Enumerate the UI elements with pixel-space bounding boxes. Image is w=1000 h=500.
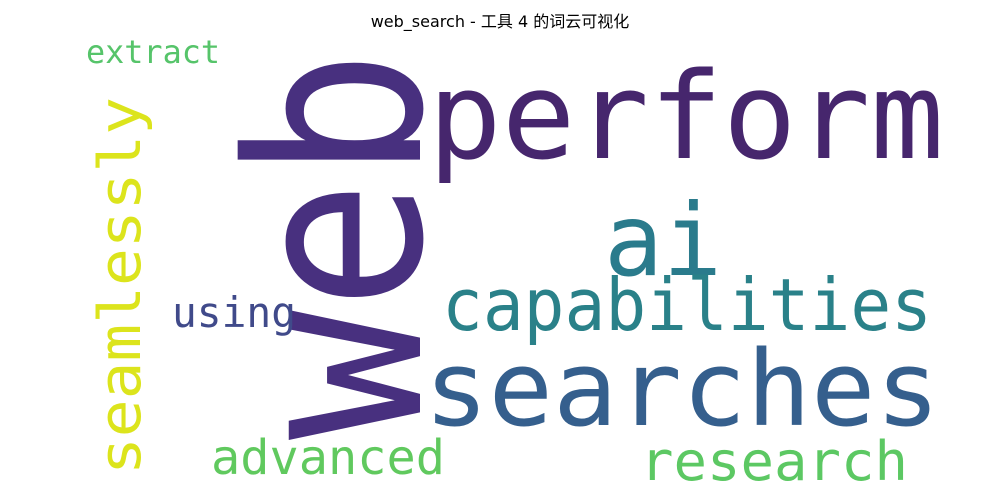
word-capabilities: capabilities (442, 263, 932, 347)
word-ai: ai (604, 182, 722, 299)
word-research: research (640, 430, 908, 493)
word-extract: extract (86, 33, 220, 71)
word-searches: searches (424, 328, 940, 450)
chart-title: web_search - 工具 4 的词云可视化 (370, 12, 630, 31)
word-advanced: advanced (211, 430, 445, 486)
word-perform: perform (428, 48, 944, 187)
word-seamlessly: seamlessly (86, 97, 154, 475)
word-web: web (197, 50, 477, 440)
word-using: using (172, 288, 296, 337)
